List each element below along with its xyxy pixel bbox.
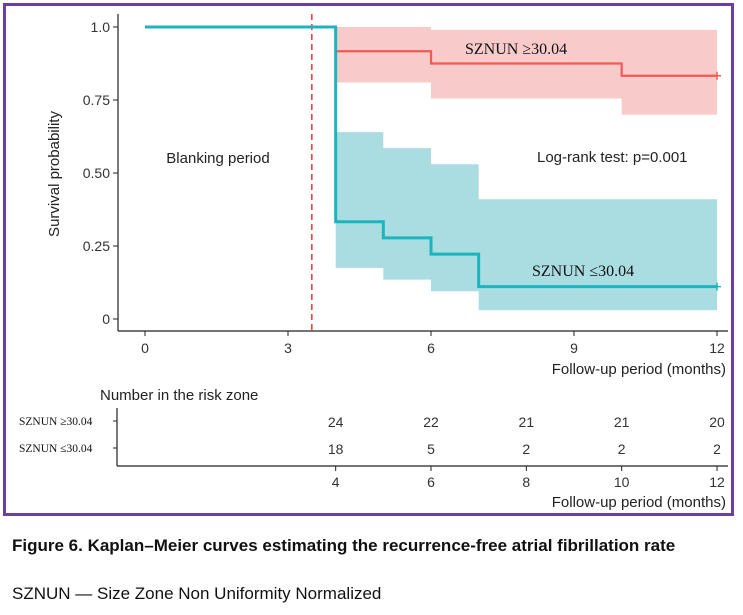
- risk-count: 2: [713, 441, 721, 457]
- figure-caption-title: Figure 6. Kaplan–Meier curves estimating…: [12, 536, 676, 555]
- risk-row-label: SZNUN ≤30.04: [19, 443, 93, 455]
- risk-x-tick-label: 12: [709, 474, 725, 490]
- risk-count: 22: [423, 414, 439, 430]
- y-tick-label: 0: [102, 311, 110, 327]
- km-chart: 1.0 0.75 0.50 0.25 0 0 3 6 9 12 Survival probabili…: [19, 14, 728, 511]
- ci-band-high: [335, 27, 717, 115]
- x-tick-label: 9: [570, 340, 578, 356]
- risk-count: 24: [328, 414, 344, 430]
- x-tick-label: 0: [141, 340, 149, 356]
- x-axis-title: Follow-up period (months): [552, 361, 726, 378]
- risk-count: 2: [618, 441, 626, 457]
- censor-mark-high: [713, 71, 721, 80]
- survival-line-low: [145, 25, 717, 289]
- risk-x-tick-label: 6: [427, 474, 435, 490]
- x-tick-label: 12: [709, 340, 725, 356]
- risk-x-axis-title: Follow-up period (months): [552, 494, 726, 511]
- y-tick-label: 0.50: [83, 165, 110, 181]
- logrank-label: Log-rank test: p=0.001: [537, 149, 688, 166]
- risk-count: 20: [709, 414, 725, 430]
- risk-table-title: Number in the risk zone: [100, 387, 258, 404]
- risk-x-tick-label: 4: [332, 474, 340, 490]
- risk-x-tick-label: 10: [614, 474, 630, 490]
- risk-count: 2: [522, 441, 530, 457]
- risk-count: 18: [328, 441, 344, 457]
- censor-mark-low: [713, 282, 721, 291]
- blanking-period-label: Blanking period: [166, 150, 269, 167]
- figure-caption-note: SZNUN — Size Zone Non Uniformity Normali…: [12, 584, 382, 603]
- y-tick-label: 0.25: [83, 238, 110, 254]
- risk-count: 21: [519, 414, 535, 430]
- risk-row-label: SZNUN ≥30.04: [19, 416, 93, 428]
- x-tick-label: 6: [427, 340, 435, 356]
- x-tick-label: 3: [284, 340, 292, 356]
- series-label-high: SZNUN ≥30.04: [465, 41, 567, 58]
- risk-x-tick-label: 8: [522, 474, 530, 490]
- risk-count: 5: [427, 441, 435, 457]
- y-tick-label: 1.0: [91, 19, 111, 35]
- series-label-low: SZNUN ≤30.04: [532, 263, 634, 280]
- y-axis-title: Survival probability: [46, 111, 63, 237]
- y-tick-label: 0.75: [83, 92, 110, 108]
- risk-count: 21: [614, 414, 630, 430]
- ci-band-low: [335, 132, 717, 311]
